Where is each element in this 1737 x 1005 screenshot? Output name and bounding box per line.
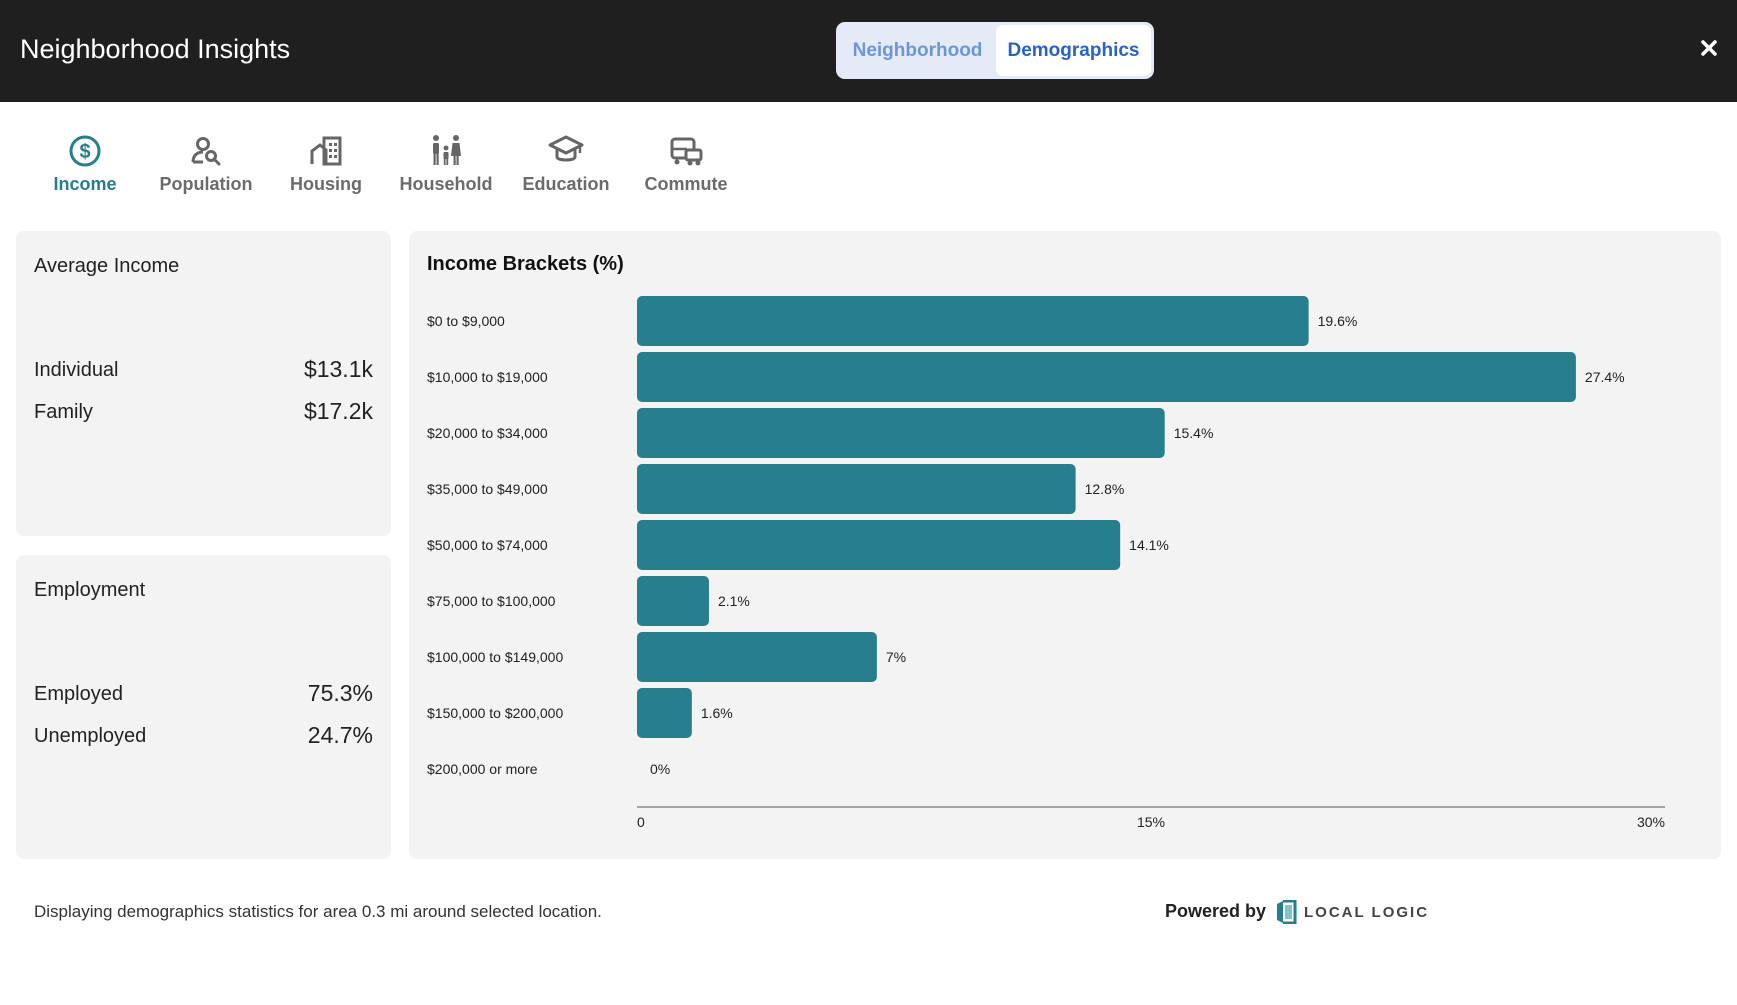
card-title: Average Income (34, 255, 180, 277)
category-label: $50,000 to $74,000 (427, 537, 548, 553)
income-brackets-card: $0 to $9,000 19.6% $10,000 to $19,000 27.4%… (409, 231, 1721, 859)
data-label: 15.4% (1174, 425, 1214, 441)
row-label-unemployed: Unemployed (34, 725, 147, 747)
row-value-employed: 75.3% (307, 680, 373, 706)
tab-label: Income (53, 174, 117, 194)
building-icon (310, 136, 342, 166)
app-header: Neighborhood Insights Neighborhood Demog… (0, 0, 1737, 102)
data-label: 1.6% (701, 705, 733, 721)
bar (637, 632, 877, 682)
tab-label: Household (399, 174, 493, 194)
data-label: 7% (886, 649, 906, 665)
data-label: 14.1% (1129, 537, 1169, 553)
powered-by-label: Powered by (1165, 901, 1267, 921)
data-label: 2.1% (718, 593, 750, 609)
dollar-icon: $ (69, 135, 101, 167)
person-search-icon (191, 137, 221, 166)
footer-note: Displaying demographics statistics for a… (34, 902, 602, 921)
tab-income[interactable]: $ Income (30, 130, 140, 202)
data-label: 12.8% (1085, 481, 1125, 497)
bar (637, 352, 1576, 402)
data-label: 27.4% (1585, 369, 1625, 385)
category-label: $35,000 to $49,000 (427, 481, 548, 497)
tab-label: Commute (644, 174, 728, 194)
data-label: 19.6% (1318, 313, 1358, 329)
category-label: $75,000 to $100,000 (427, 593, 556, 609)
tab-housing[interactable]: Housing (271, 130, 381, 202)
chart-title: Income Brackets (%) (427, 253, 624, 275)
bar (637, 464, 1076, 514)
app-title: Neighborhood Insights (20, 34, 291, 64)
toggle-neighborhood[interactable]: Neighborhood (852, 40, 983, 61)
tab-commute[interactable]: Commute (631, 130, 741, 202)
category-label: $10,000 to $19,000 (427, 369, 548, 385)
data-label: 0% (650, 761, 670, 777)
bar (637, 408, 1165, 458)
bar (637, 576, 709, 626)
tab-household[interactable]: Household (391, 130, 501, 202)
tab-label: Population (159, 174, 253, 194)
row-value-individual: $13.1k (303, 356, 373, 382)
bar (637, 688, 692, 738)
bar (637, 520, 1121, 570)
toggle-demographics[interactable]: Demographics (996, 25, 1151, 76)
row-label-employed: Employed (34, 683, 123, 705)
local-logic-logo-icon (1277, 900, 1297, 924)
category-label: $200,000 or more (427, 761, 538, 777)
row-label-family: Family (34, 401, 93, 423)
graduation-cap-icon (548, 135, 584, 162)
x-tick-label: 15% (1137, 814, 1165, 830)
row-value-family: $17.2k (303, 398, 373, 424)
tab-population[interactable]: Population (151, 130, 261, 202)
family-icon (433, 135, 461, 165)
bar (637, 296, 1309, 346)
tab-label: Education (522, 174, 610, 194)
tab-education[interactable]: Education (511, 130, 621, 202)
close-icon[interactable] (1700, 38, 1718, 60)
category-label: $20,000 to $34,000 (427, 425, 548, 441)
category-label: $100,000 to $149,000 (427, 649, 563, 665)
row-value-unemployed: 24.7% (307, 722, 373, 748)
category-label: $0 to $9,000 (427, 313, 505, 329)
view-toggle: Neighborhood Demographics (836, 22, 1154, 79)
local-logic-brand[interactable]: LOCAL LOGIC (1304, 904, 1430, 921)
card-title: Employment (34, 579, 146, 601)
income-brackets-chart: $0 to $9,000 19.6% $10,000 to $19,000 27.4%… (427, 296, 1665, 830)
x-tick-label: 0 (637, 814, 645, 830)
tab-label: Housing (290, 174, 362, 194)
category-label: $150,000 to $200,000 (427, 705, 563, 721)
x-tick-label: 30% (1637, 814, 1665, 830)
employment-card: Employment Employed 75.3% Unemployed 24.… (16, 555, 391, 859)
bus-icon (670, 137, 703, 166)
row-label-individual: Individual (34, 359, 119, 381)
average-income-card: Average Income Individual $13.1k Family … (16, 231, 391, 536)
svg-text:$: $ (79, 141, 90, 163)
